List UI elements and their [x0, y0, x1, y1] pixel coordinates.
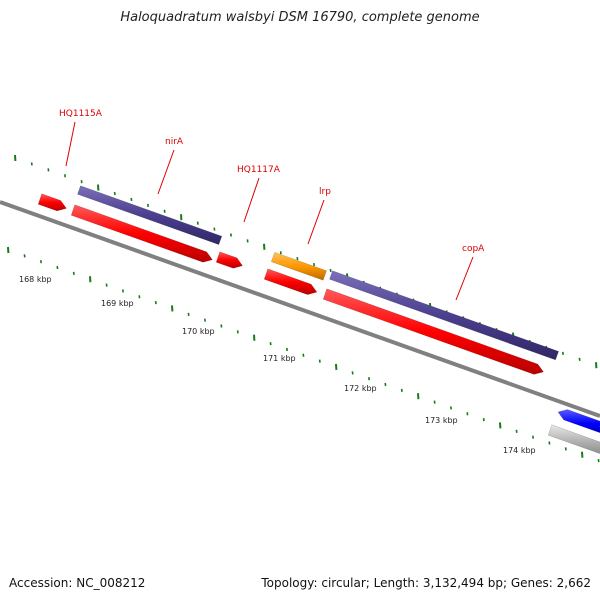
gene-copa-arrow: [329, 270, 559, 361]
gene-label: HQ1117A: [237, 165, 281, 175]
kbp-label: 171 kbp: [263, 354, 296, 363]
gene-label-leader: [65, 121, 76, 167]
kbp-label: 173 kbp: [425, 416, 458, 425]
gene-label-leader: [307, 199, 325, 245]
gene-label-leader: [157, 149, 175, 195]
map-title: Haloquadratum walsbyi DSM 16790, complet…: [120, 10, 480, 25]
gene-label: copA: [462, 244, 485, 254]
kbp-label: 174 kbp: [503, 446, 536, 455]
gene-feature-group: [37, 185, 600, 454]
gene-nira-arrow: [77, 185, 223, 245]
gene-lrp-arrow: [270, 251, 327, 281]
gene-hq1115a-arrow: [37, 193, 67, 212]
kbp-label: 168 kbp: [19, 275, 52, 284]
gene-label-leaders: [65, 121, 474, 301]
kbp-label: 170 kbp: [182, 327, 215, 336]
kbp-labels: 168 kbp 169 kbp 170 kbp 171 kbp 172 kbp 173 k…: [19, 275, 536, 455]
gene-blue-arrow: [557, 409, 600, 434]
gene-label: nirA: [165, 137, 184, 147]
kbp-label: 169 kbp: [101, 299, 134, 308]
tick-row-lower: [7, 246, 600, 463]
gene-red-arrow-2: [263, 268, 318, 295]
kbp-label: 172 kbp: [344, 384, 377, 393]
gene-red-arrow-1: [70, 204, 213, 263]
gene-labels: HQ1115A nirA HQ1117A lrp copA: [59, 109, 485, 254]
gene-label: HQ1115A: [59, 109, 103, 119]
gene-label-leader: [243, 177, 260, 223]
gene-label: lrp: [319, 187, 331, 197]
gene-gray-arrow: [547, 424, 600, 454]
gene-label-leader: [455, 256, 474, 301]
accession-text: Accession: NC_008212: [9, 576, 146, 590]
gene-red-arrow-3: [322, 288, 544, 375]
genome-summary-text: Topology: circular; Length: 3,132,494 bp…: [261, 576, 591, 590]
genome-backbone: [0, 200, 600, 418]
gene-hq1117a-arrow: [215, 251, 243, 269]
